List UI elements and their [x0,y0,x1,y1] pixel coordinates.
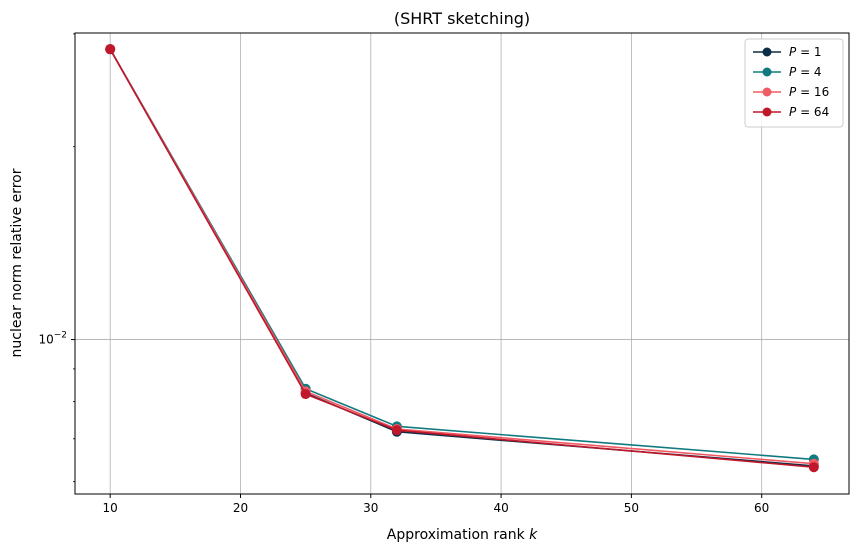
data-point [300,389,311,400]
legend-marker [762,107,772,117]
data-point [105,44,116,55]
plot-frame [74,32,850,495]
legend: P = 1 P = 4 P = 16 P = 64 [744,38,844,128]
legend-label: P = 64 [789,105,829,119]
x-tick-label: 20 [233,501,248,515]
chart-title: (SHRT sketching) [394,9,530,28]
plot-background [75,33,849,494]
data-point [391,425,402,436]
y-tick-label: 10−2 [38,331,67,347]
legend-marker [762,47,772,57]
legend-marker [762,67,772,77]
series-layer [105,44,819,473]
x-tick-label: 10 [103,501,118,515]
legend-entry: P = 64 [753,105,829,119]
x-tick-label: 40 [493,501,508,515]
legend-label: P = 1 [789,45,822,59]
legend-marker [762,87,772,97]
x-axis-label: Approximation rank k [387,527,538,543]
y-axis: 10−2 [38,33,75,483]
x-tick-label: 50 [624,501,639,515]
legend-label: P = 16 [789,85,829,99]
legend-entry: P = 1 [753,45,822,59]
x-axis: 10 20 30 40 50 60 [103,494,769,515]
legend-entry: P = 4 [753,65,822,79]
y-axis-label: nuclear norm relative error [9,168,25,357]
legend-box [744,38,844,128]
legend-entry: P = 16 [753,85,829,99]
data-point [808,462,819,473]
x-tick-label: 60 [754,501,769,515]
series-line-4 [109,48,814,469]
x-tick-label: 30 [363,501,378,515]
legend-label: P = 4 [789,65,822,79]
